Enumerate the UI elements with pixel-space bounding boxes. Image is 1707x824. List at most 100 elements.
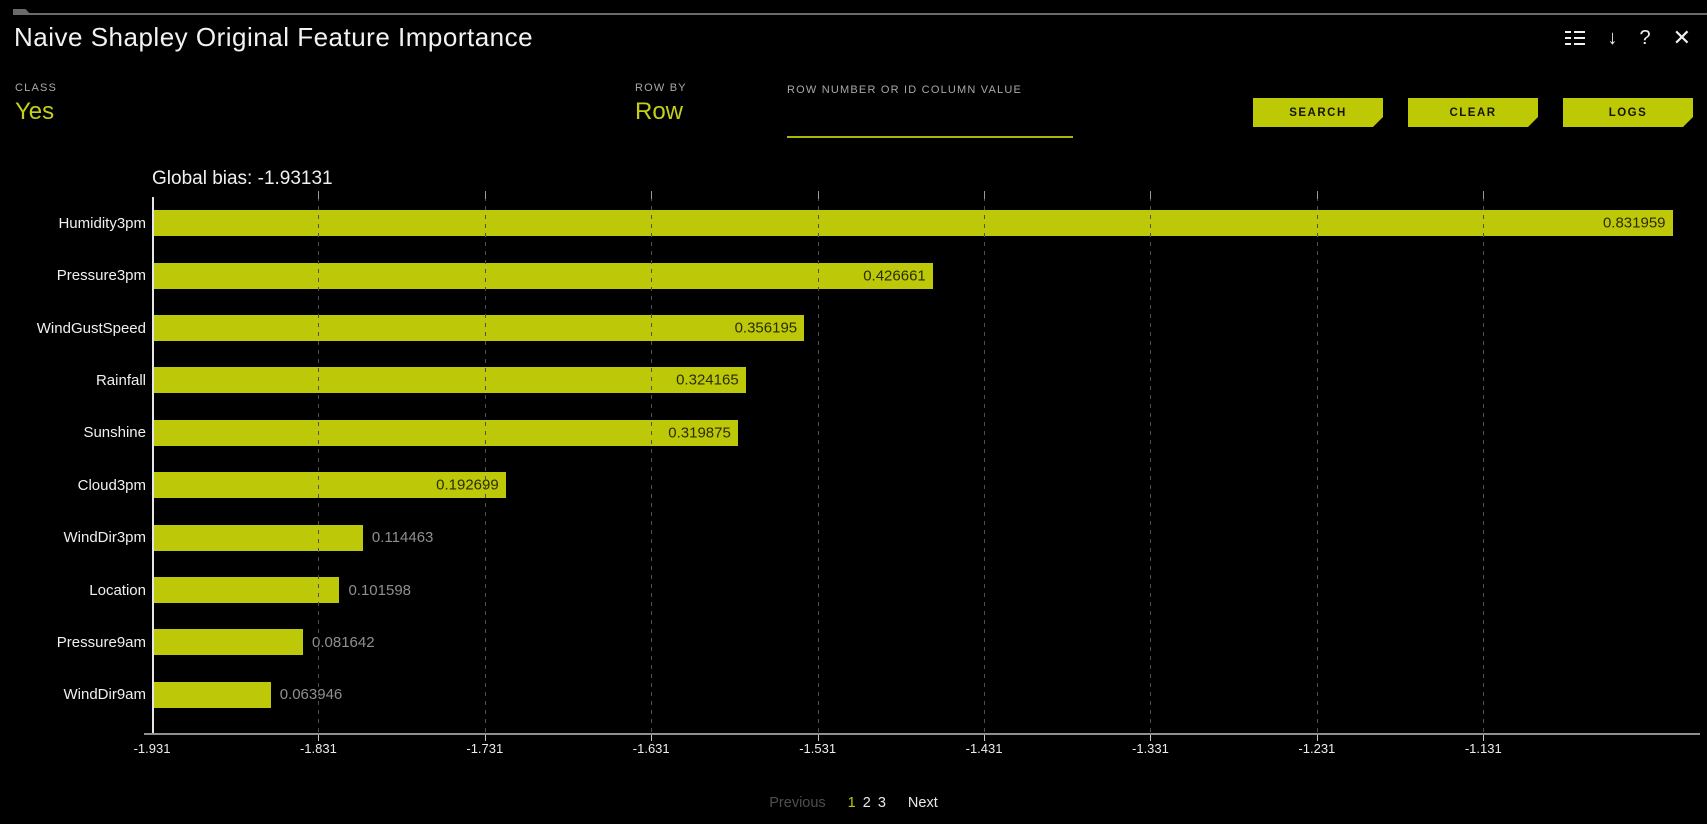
gridline [817,197,819,733]
pagination-page-3[interactable]: 3 [877,795,886,811]
bar-value: 0.426661 [863,267,926,285]
bar-row: 0.324165 [154,354,1700,406]
pagination-previous[interactable]: Previous [769,795,826,811]
feature-label: Cloud3pm [77,476,146,494]
bar-rows: 0.831959 0.426661 0.356195 0.324165 0.319875… [154,197,1700,721]
gridline [1150,197,1152,733]
close-icon[interactable]: ✕ [1672,25,1691,50]
y-axis-line [152,197,154,733]
bar-row: 0.356195 [154,302,1700,354]
bar-row: 0.114463 [154,511,1700,563]
top-tick-mark [817,191,819,199]
gridline [484,197,486,733]
bar-value: 0.101598 [348,581,412,599]
gridline [1316,197,1318,733]
importance-bar[interactable] [154,524,363,551]
bar-row: 0.831959 [154,197,1700,249]
feature-label: Humidity3pm [58,214,146,232]
top-tick-mark [484,191,486,199]
bottom-tick-mark [1483,733,1485,741]
bar-value: 0.114463 [371,529,434,547]
global-bias-label: Global bias: -1.93131 [152,168,333,189]
bottom-tick-mark [1316,733,1318,741]
pagination-next[interactable]: Next [907,795,938,811]
gridline [1483,197,1485,733]
bar-row: 0.192699 [154,459,1700,511]
y-axis-labels: Humidity3pm Pressure3pm WindGustSpeed Rainf… [0,197,146,721]
feature-label: Rainfall [95,371,146,389]
bar-row: 0.101598 [154,564,1700,616]
class-selector[interactable]: CLASS Yes [15,82,57,126]
importance-bar[interactable]: 0.324165 [154,367,746,394]
importance-bar[interactable]: 0.319875 [154,419,738,446]
bottom-tick-mark [817,733,819,741]
class-value[interactable]: Yes [15,98,55,125]
feature-label: WindDir3pm [63,529,146,547]
bar-value: 0.319875 [668,424,731,442]
row-by-selector[interactable]: ROW BY Row [635,82,687,126]
x-tick-label: -1.631 [632,741,670,756]
x-axis-line [144,733,1700,735]
importance-bar[interactable]: 0.831959 [154,210,1673,237]
importance-bar[interactable] [154,681,271,708]
x-tick-label: -1.731 [466,741,504,756]
bar-value: 0.081642 [312,633,375,651]
bottom-tick-mark [984,733,986,741]
x-tick-label: -1.331 [1132,741,1169,756]
class-label: CLASS [15,82,58,94]
row-search-field: ROW NUMBER OR ID COLUMN VALUE [787,84,1073,138]
bar-row: 0.063946 [154,669,1700,721]
importance-bar[interactable] [154,577,340,604]
top-tick-mark [1150,191,1152,199]
bottom-tick-mark [651,733,653,741]
top-tick-mark [1316,191,1318,199]
help-icon[interactable]: ? [1639,27,1651,49]
bar-row: 0.319875 [154,407,1700,459]
bottom-tick-mark [484,733,486,741]
feature-label: Pressure9am [56,633,146,651]
bar-value: 0.324165 [676,371,739,389]
bar-row: 0.426661 [154,249,1700,301]
feature-label: Pressure3pm [56,267,146,285]
importance-bar[interactable]: 0.192699 [154,472,506,499]
bar-value: 0.063946 [279,686,343,704]
logs-button[interactable]: LOGS [1563,98,1693,127]
importance-bar[interactable]: 0.356195 [154,315,805,342]
pagination-page-2[interactable]: 2 [862,795,871,811]
panel-top-notch [13,9,31,15]
plot-area: 0.831959 0.426661 0.356195 0.324165 0.319875… [152,191,1700,741]
list-rows-icon[interactable] [1565,31,1586,45]
bottom-tick-mark [1150,733,1152,741]
x-axis: -1.931 -1.831 -1.731 -1.631 -1.531 -1.431 -1.3… [134,741,1700,761]
x-tick-label: -1.531 [799,741,837,756]
gridline [984,197,986,733]
download-icon[interactable]: ↓ [1607,27,1618,49]
x-tick-label: -1.431 [965,741,1003,756]
feature-label: Location [89,581,146,599]
top-tick-mark [984,191,986,199]
top-tick-mark [318,191,320,199]
gridline [651,197,653,733]
top-tick-mark [651,191,653,199]
feature-label: WindGustSpeed [36,319,146,337]
importance-bar[interactable]: 0.426661 [154,262,933,289]
search-button[interactable]: SEARCH [1253,98,1383,127]
row-by-label: ROW BY [635,82,687,94]
panel-top-border [13,13,1707,15]
x-tick-label: -1.831 [299,741,337,756]
pagination-page-1[interactable]: 1 [847,795,856,811]
bar-value: 0.356195 [734,319,798,337]
feature-label: Sunshine [83,424,146,442]
importance-bar[interactable] [154,629,304,656]
bottom-tick-mark [318,733,320,741]
gridline [318,197,320,733]
row-input-label: ROW NUMBER OR ID COLUMN VALUE [787,84,1023,96]
x-tick-label: -1.231 [1298,741,1336,756]
row-number-input[interactable] [787,114,1073,138]
clear-button[interactable]: CLEAR [1408,98,1538,127]
header-icon-bar: ↓ ? ✕ [1565,25,1691,50]
row-by-value[interactable]: Row [635,98,684,125]
